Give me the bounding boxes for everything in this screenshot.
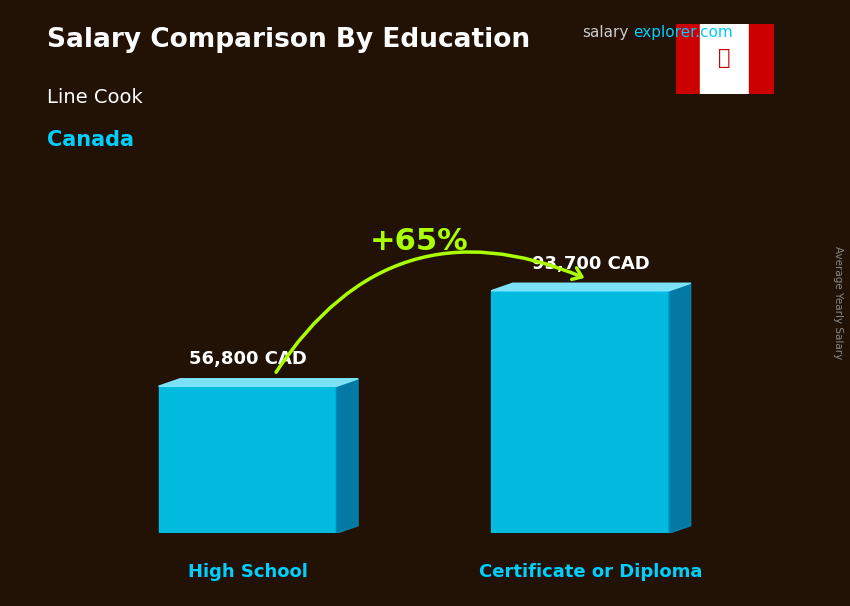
- Text: salary: salary: [582, 25, 629, 41]
- Polygon shape: [158, 379, 358, 386]
- Polygon shape: [676, 24, 700, 94]
- Text: Salary Comparison By Education: Salary Comparison By Education: [47, 27, 530, 53]
- Polygon shape: [491, 291, 669, 533]
- Polygon shape: [491, 283, 691, 291]
- Text: Average Yearly Salary: Average Yearly Salary: [833, 247, 843, 359]
- Text: High School: High School: [188, 562, 308, 581]
- Text: Certificate or Diploma: Certificate or Diploma: [479, 562, 703, 581]
- Text: 93,700 CAD: 93,700 CAD: [532, 255, 649, 273]
- Polygon shape: [669, 283, 691, 533]
- Text: explorer.com: explorer.com: [633, 25, 733, 41]
- Polygon shape: [700, 24, 749, 94]
- Polygon shape: [749, 24, 774, 94]
- Polygon shape: [158, 386, 337, 533]
- Text: Line Cook: Line Cook: [47, 88, 143, 107]
- Text: 56,800 CAD: 56,800 CAD: [189, 350, 306, 368]
- Polygon shape: [337, 379, 358, 533]
- Text: Canada: Canada: [47, 130, 133, 150]
- Text: +65%: +65%: [370, 227, 468, 256]
- Text: 🍁: 🍁: [718, 48, 731, 68]
